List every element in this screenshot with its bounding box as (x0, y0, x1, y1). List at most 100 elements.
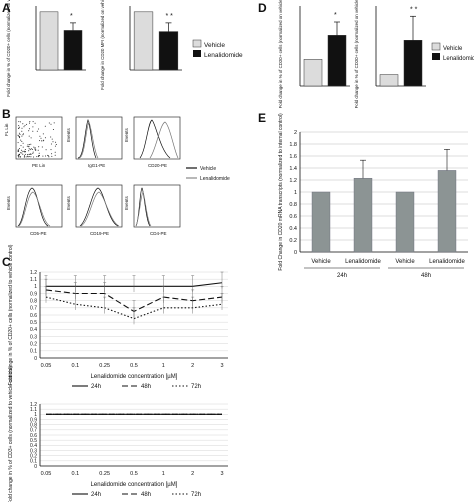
y-tick-label: 2 (294, 130, 297, 136)
histogram-curve-vehicle (79, 187, 119, 227)
y-tick-label: 1.2 (30, 270, 37, 276)
x-axis-label: Lenalidomide concentration [µM] (91, 374, 178, 380)
x-tick-label: 0.1 (72, 363, 80, 369)
bar-lenalidomide (403, 40, 423, 87)
scatter-dot (24, 156, 26, 158)
scatter-dot (21, 127, 23, 129)
scatter-dot (29, 149, 31, 151)
scatter-dot (28, 144, 30, 146)
scatter-dot (18, 135, 19, 137)
y-axis-label: Fold Change in CD20 mRNA transcripts (no… (278, 113, 284, 271)
scatter-dot (50, 149, 52, 151)
y-tick-label: 1 (34, 412, 37, 418)
legend-label-vehicle: Vehicle (200, 166, 216, 172)
scatter-dot (38, 128, 40, 130)
scatter-dot (40, 137, 42, 139)
y-tick-label: 0.6 (289, 214, 297, 220)
scatter-dot (20, 145, 22, 147)
legend-a: Vehicle Lenalidomide (192, 39, 243, 59)
legend-label-lenalidomide: Lenalidomide (443, 56, 474, 62)
scatter-dot (52, 141, 54, 143)
legend-label-72h: 72h (191, 384, 201, 390)
axis-label-igg1: IgG1-PE (88, 163, 105, 168)
legend-label-lenalidomide: Lenalidomide (204, 52, 243, 59)
scatter-dot (39, 140, 41, 142)
scatter-dot (19, 156, 21, 158)
y-tick-label: 1 (294, 190, 297, 196)
histogram-curve-vehicle (77, 119, 97, 159)
scatter-dot (22, 153, 24, 155)
histogram-curve-vehicle (139, 119, 171, 159)
chart-a1: * Fold change in % of CD20+ cells (normal… (6, 0, 86, 97)
y-tick-label: 0.8 (30, 422, 37, 428)
significance-marker: * (334, 12, 337, 19)
scatter-dot (29, 121, 31, 123)
bar-vehicle (379, 74, 399, 87)
y-axis-label: Fold change in % of CD20+ cells (normali… (354, 0, 359, 108)
axis-label-cd19: CD19-PE (90, 231, 109, 236)
chart-a2: * * Fold change in CD20 MFI (normalized o… (100, 0, 182, 90)
scatter-dot (51, 153, 53, 155)
scatter-dot (45, 149, 47, 151)
y-tick-label: 0.5 (30, 320, 37, 326)
scatter-dot (18, 148, 20, 150)
scatter-dot (51, 138, 53, 140)
scatter-dot (28, 153, 30, 155)
y-tick-label: 1.1 (30, 407, 37, 413)
significance-marker: * (70, 13, 73, 20)
histogram-igg1: Events IgG1-PE (66, 116, 123, 168)
scatter-dot (32, 126, 34, 128)
scatter-dot (37, 149, 39, 151)
scatter-dot (52, 129, 54, 130)
scatter-dot (24, 155, 25, 157)
y-axis-label: Fold change in CD20 MFI (normalized on v… (100, 0, 105, 90)
chart-c2: 00.10.20.30.40.50.60.70.80.911.11.20.05 0… (8, 366, 228, 502)
scatter-dot (30, 156, 32, 158)
scatter-dot (42, 133, 44, 135)
y-tick-label: 0 (34, 356, 37, 362)
x-tick-label: 1 (162, 471, 165, 477)
histogram-curve-lenalidomide (135, 191, 152, 227)
scatter-dot (30, 148, 32, 150)
histogram-curve-vehicle (17, 187, 49, 227)
scatter-dot (32, 121, 34, 123)
scatter-dot (19, 133, 21, 135)
scatter-dot (28, 146, 30, 148)
histogram-cd20: Events CD20-PE (124, 116, 181, 168)
significance-marker: * * (165, 13, 173, 20)
scatter-dot (24, 149, 26, 150)
legend-swatch-vehicle (431, 42, 441, 51)
histogram-curve-lenalidomide (78, 121, 99, 159)
scatter-dot (34, 122, 36, 124)
x-tick-label: 1 (162, 363, 165, 369)
legend-label-vehicle: Vehicle (443, 46, 463, 52)
x-tick-label: 0.5 (130, 471, 138, 477)
bar-vehicle (39, 11, 59, 71)
histogram-frame (133, 116, 181, 160)
scatter-dot (54, 154, 56, 156)
scatter-dot (17, 134, 19, 136)
chart-e: 0 0.2 0.4 0.6 0.8 1 1.2 1.4 1.6 1.8 2 Vehicle Lenali… (278, 113, 468, 279)
panel-label-c: C (2, 255, 11, 269)
scatter-dot (21, 140, 23, 142)
y-tick-label: 0.7 (30, 306, 37, 312)
histogram-curve-lenalidomide (80, 191, 120, 227)
scatter-dot (54, 151, 56, 153)
legend-label-48h: 48h (141, 384, 151, 390)
y-axis-label: Fold change in % of CD20+ cells (normali… (278, 0, 283, 108)
scatter-dot (44, 125, 46, 127)
scatter-dot (32, 130, 34, 132)
y-tick-label: 1.4 (289, 166, 297, 172)
histogram-frame (75, 116, 123, 160)
scatter-dot (28, 156, 30, 158)
scatter-dot (48, 156, 50, 158)
x-tick-label: 0.05 (41, 363, 52, 369)
y-axis-label: Fold change in % of CD20+ cells (normali… (6, 0, 11, 97)
y-tick-label: 0.2 (30, 453, 37, 459)
scatter-dot (31, 148, 33, 150)
scatter-dot (55, 144, 57, 145)
y-tick-label: 0 (294, 250, 297, 256)
scatter-dot (22, 134, 24, 136)
scatter-dot (26, 145, 28, 147)
scatter-dot (24, 124, 26, 126)
